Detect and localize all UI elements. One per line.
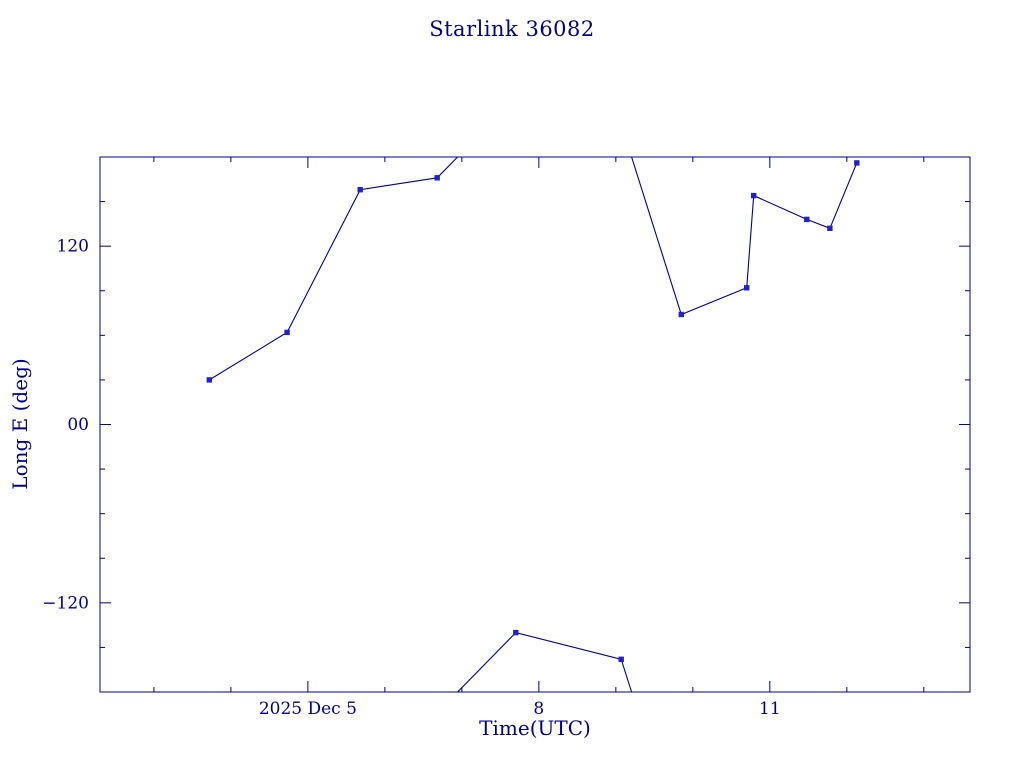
y-tick-label: −120 (42, 593, 89, 613)
series-line (209, 156, 458, 381)
series-line (631, 156, 858, 316)
x-tick-label: 11 (759, 699, 781, 719)
x-axis-label: Time(UTC) (479, 716, 591, 740)
data-point-marker (513, 629, 519, 636)
x-tick-label: 2025 Dec 5 (259, 699, 357, 719)
data-point-marker (357, 187, 363, 193)
data-point-marker (751, 192, 757, 199)
data-point-marker (618, 656, 624, 662)
chart-title: Starlink 36082 (429, 17, 595, 41)
data-point-marker (827, 225, 833, 232)
x-tick-label: 8 (533, 699, 544, 719)
y-tick-label: 00 (67, 415, 89, 435)
data-point-marker (854, 160, 860, 166)
y-tick-label: 120 (57, 237, 89, 257)
data-point-marker (284, 329, 290, 336)
data-point-marker (434, 175, 440, 181)
plot-frame (99, 156, 971, 693)
series-line (457, 631, 633, 693)
data-point-marker (744, 285, 750, 291)
y-axis-label: Long E (deg) (8, 358, 32, 490)
data-point-marker (206, 377, 213, 383)
data-point-marker (804, 216, 810, 223)
data-point-marker (678, 311, 684, 318)
